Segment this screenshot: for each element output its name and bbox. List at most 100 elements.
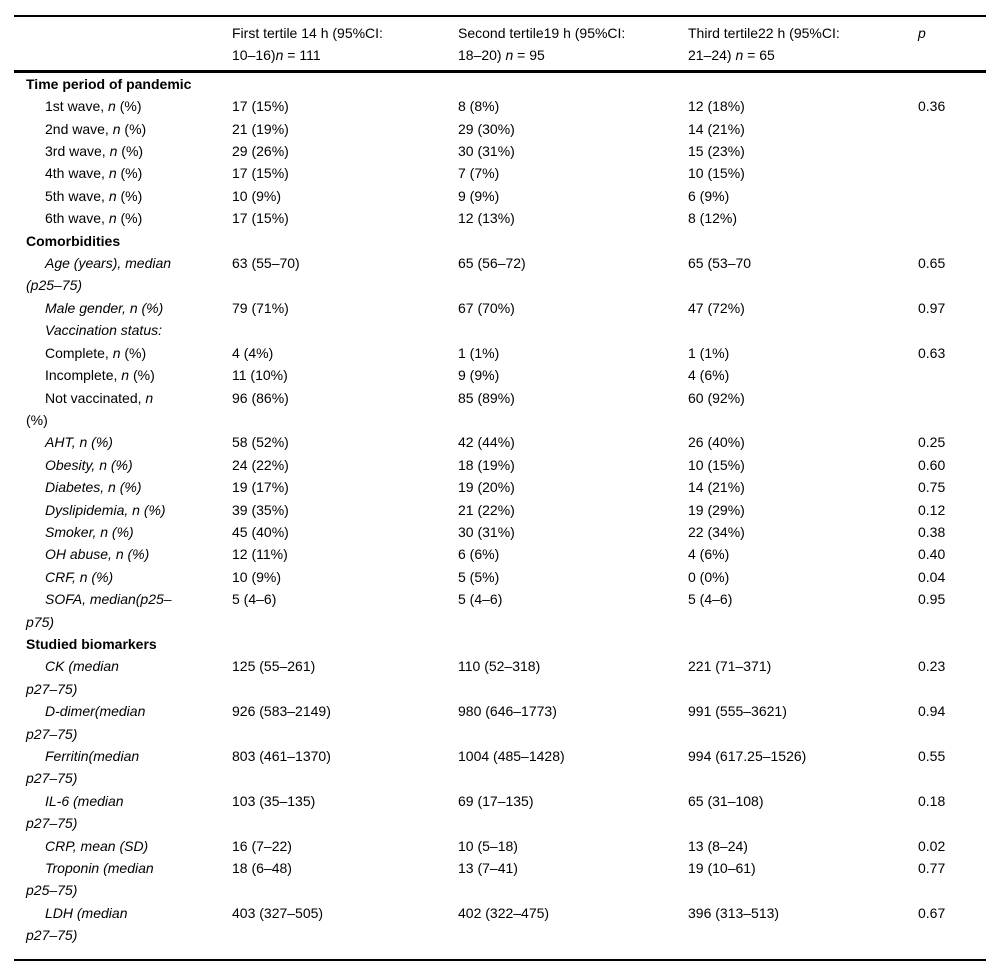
value-cell: 85 (89%) — [458, 389, 515, 406]
p-value-cell: 0.18 — [918, 792, 946, 809]
table-row: 5th wave, n (%) 10 (9%) 9 (9%) 6 (9%) — [14, 185, 986, 207]
table-row: Male gender, n (%) 79 (71%) 67 (70%) 47 (72… — [14, 297, 986, 319]
row-label-cell: SOFA, median(p25– p75) — [14, 588, 232, 633]
row-label-cell: LDH (median p27–75) — [14, 902, 232, 960]
value-cell: 45 (40%) — [232, 523, 289, 540]
section-header-row: Time period of pandemic — [14, 71, 986, 95]
p-value-cell: 0.23 — [918, 658, 946, 675]
row-label-line: 6th wave, n (%) — [26, 207, 232, 229]
italic-text-segment: Diabetes, n (%) — [45, 479, 142, 496]
value-cell — [232, 319, 458, 341]
value-cell: 14 (21%) — [688, 479, 745, 496]
p-value-cell: 0.12 — [918, 501, 946, 518]
value-cell: 402 (322–475) — [458, 904, 550, 921]
value-cell: 110 (52–318) — [458, 658, 541, 675]
italic-text-segment: n — [121, 367, 130, 384]
value-cell: 30 (31%) — [458, 143, 515, 160]
row-label-cell: Age (years), median (p25–75) — [14, 252, 232, 297]
text-segment: = 65 — [743, 47, 775, 64]
row-label-cell: Vaccination status: — [14, 319, 232, 341]
value-cell: 29 (26%) — [232, 143, 289, 160]
row-label-line: 3rd wave, n (%) — [26, 140, 232, 162]
row-label-cell: D-dimer(median p27–75) — [14, 700, 232, 745]
italic-text-segment: p75) — [26, 613, 55, 630]
value-cell: 65 (53–70 — [688, 255, 752, 272]
text-segment: Incomplete, — [45, 367, 122, 384]
row-label-wrap-line: p25–75) — [26, 879, 232, 901]
table-row: Troponin (median p25–75) 18 (6–48) 13 (7–41… — [14, 857, 986, 902]
value-cell: 994 (617.25–1526) — [688, 748, 807, 764]
value-cell: 15 (23%) — [688, 143, 745, 160]
row-label-line: Diabetes, n (%) — [26, 476, 232, 498]
value-cell: 18 (6–48) — [232, 860, 292, 877]
italic-text-segment: n — [109, 143, 118, 160]
value-cell: 403 (327–505) — [232, 904, 324, 921]
table-row: D-dimer(median p27–75) 926 (583–2149) 980 (… — [14, 700, 986, 745]
table-row: Diabetes, n (%) 19 (17%) 19 (20%) 14 (21%) 0… — [14, 476, 986, 498]
value-cell: 10 (15%) — [688, 456, 745, 473]
row-label-cell: Obesity, n (%) — [14, 454, 232, 476]
italic-text-segment: p27–75) — [26, 770, 78, 787]
p-value-cell: 0.65 — [918, 255, 946, 272]
text-segment: (%) — [117, 143, 144, 160]
value-cell: 26 (40%) — [688, 434, 745, 451]
table-row: IL-6 (median p27–75) 103 (35–135) 69 (17–13… — [14, 790, 986, 835]
value-cell: 803 (461–1370) — [232, 748, 331, 764]
row-label-cell: CRP, mean (SD) — [14, 835, 232, 857]
section-title: Comorbidities — [26, 232, 121, 249]
table-row: AHT, n (%) 58 (52%) 42 (44%) 26 (40%) 0.25 — [14, 431, 986, 453]
row-label-line: 1st wave, n (%) — [26, 95, 232, 117]
header-row: First tertile 14 h (95%CI: 10–16)n = 111 … — [14, 16, 986, 71]
text-segment: 5th wave, — [45, 187, 109, 204]
text-segment: 6th wave, — [45, 210, 109, 227]
text-segment: Complete, — [45, 344, 113, 361]
header-third-tertile: Third tertile22 h (95%CI: 21–24) n = 65 — [688, 16, 918, 71]
value-cell: 8 (8%) — [458, 98, 500, 115]
value-cell: 13 (8–24) — [688, 837, 748, 854]
italic-text-segment: IL-6 (median — [45, 792, 124, 809]
row-label-cell: 3rd wave, n (%) — [14, 140, 232, 162]
italic-text-segment: (p25–75) — [26, 277, 83, 294]
section-title: Studied biomarkers — [26, 635, 157, 652]
italic-text-segment: CRF, n (%) — [45, 568, 114, 585]
row-label-wrap-line: p27–75) — [26, 924, 232, 946]
table-row: Vaccination status: — [14, 319, 986, 341]
table-row: 6th wave, n (%) 17 (15%) 12 (13%) 8 (12%) — [14, 207, 986, 229]
row-label-line: OH abuse, n (%) — [26, 543, 232, 565]
italic-text-segment: p27–75) — [26, 680, 78, 697]
row-label-line: CRF, n (%) — [26, 566, 232, 588]
italic-text-segment: n — [108, 165, 117, 182]
table-row: 3rd wave, n (%) 29 (26%) 30 (31%) 15 (23%) — [14, 140, 986, 162]
row-label-cell: Male gender, n (%) — [14, 297, 232, 319]
table-row: Ferritin(median p27–75) 803 (461–1370) 1004… — [14, 745, 986, 790]
section-header-row: Comorbidities — [14, 230, 986, 252]
table-row: LDH (median p27–75) 403 (327–505) 402 (322–… — [14, 902, 986, 960]
italic-text-segment: p27–75) — [26, 725, 78, 742]
text-segment: (%) — [116, 187, 143, 204]
value-cell: 926 (583–2149) — [232, 703, 331, 720]
value-cell: 396 (313–513) — [688, 904, 780, 921]
value-cell: 980 (646–1773) — [458, 703, 557, 720]
value-cell: 19 (29%) — [688, 501, 745, 518]
p-value-cell — [918, 387, 986, 432]
row-label-line: 5th wave, n (%) — [26, 185, 232, 207]
p-value-cell: 0.97 — [918, 299, 946, 316]
value-cell: 18 (19%) — [458, 456, 515, 473]
p-value-cell: 0.67 — [918, 904, 946, 921]
value-cell: 17 (15%) — [232, 165, 289, 182]
value-cell: 65 (56–72) — [458, 255, 526, 272]
italic-text-segment: p27–75) — [26, 815, 78, 832]
italic-text-segment: CRP, mean (SD) — [45, 837, 149, 854]
table-row: Not vaccinated, n (%) 96 (86%) 85 (89%) 60 (… — [14, 387, 986, 432]
value-cell: 39 (35%) — [232, 501, 289, 518]
text-segment: (%) — [116, 165, 143, 182]
text-segment: = 111 — [283, 47, 321, 64]
italic-text-segment: Vaccination status: — [45, 322, 162, 339]
header-stub-cell — [14, 16, 232, 71]
text-segment: Second tertile19 h (95%CI: — [458, 25, 626, 41]
table-row: Age (years), median (p25–75) 63 (55–70) 65 … — [14, 252, 986, 297]
row-label-cell: CRF, n (%) — [14, 566, 232, 588]
text-segment: (%) — [129, 367, 155, 384]
p-value-cell: 0.55 — [918, 748, 946, 764]
